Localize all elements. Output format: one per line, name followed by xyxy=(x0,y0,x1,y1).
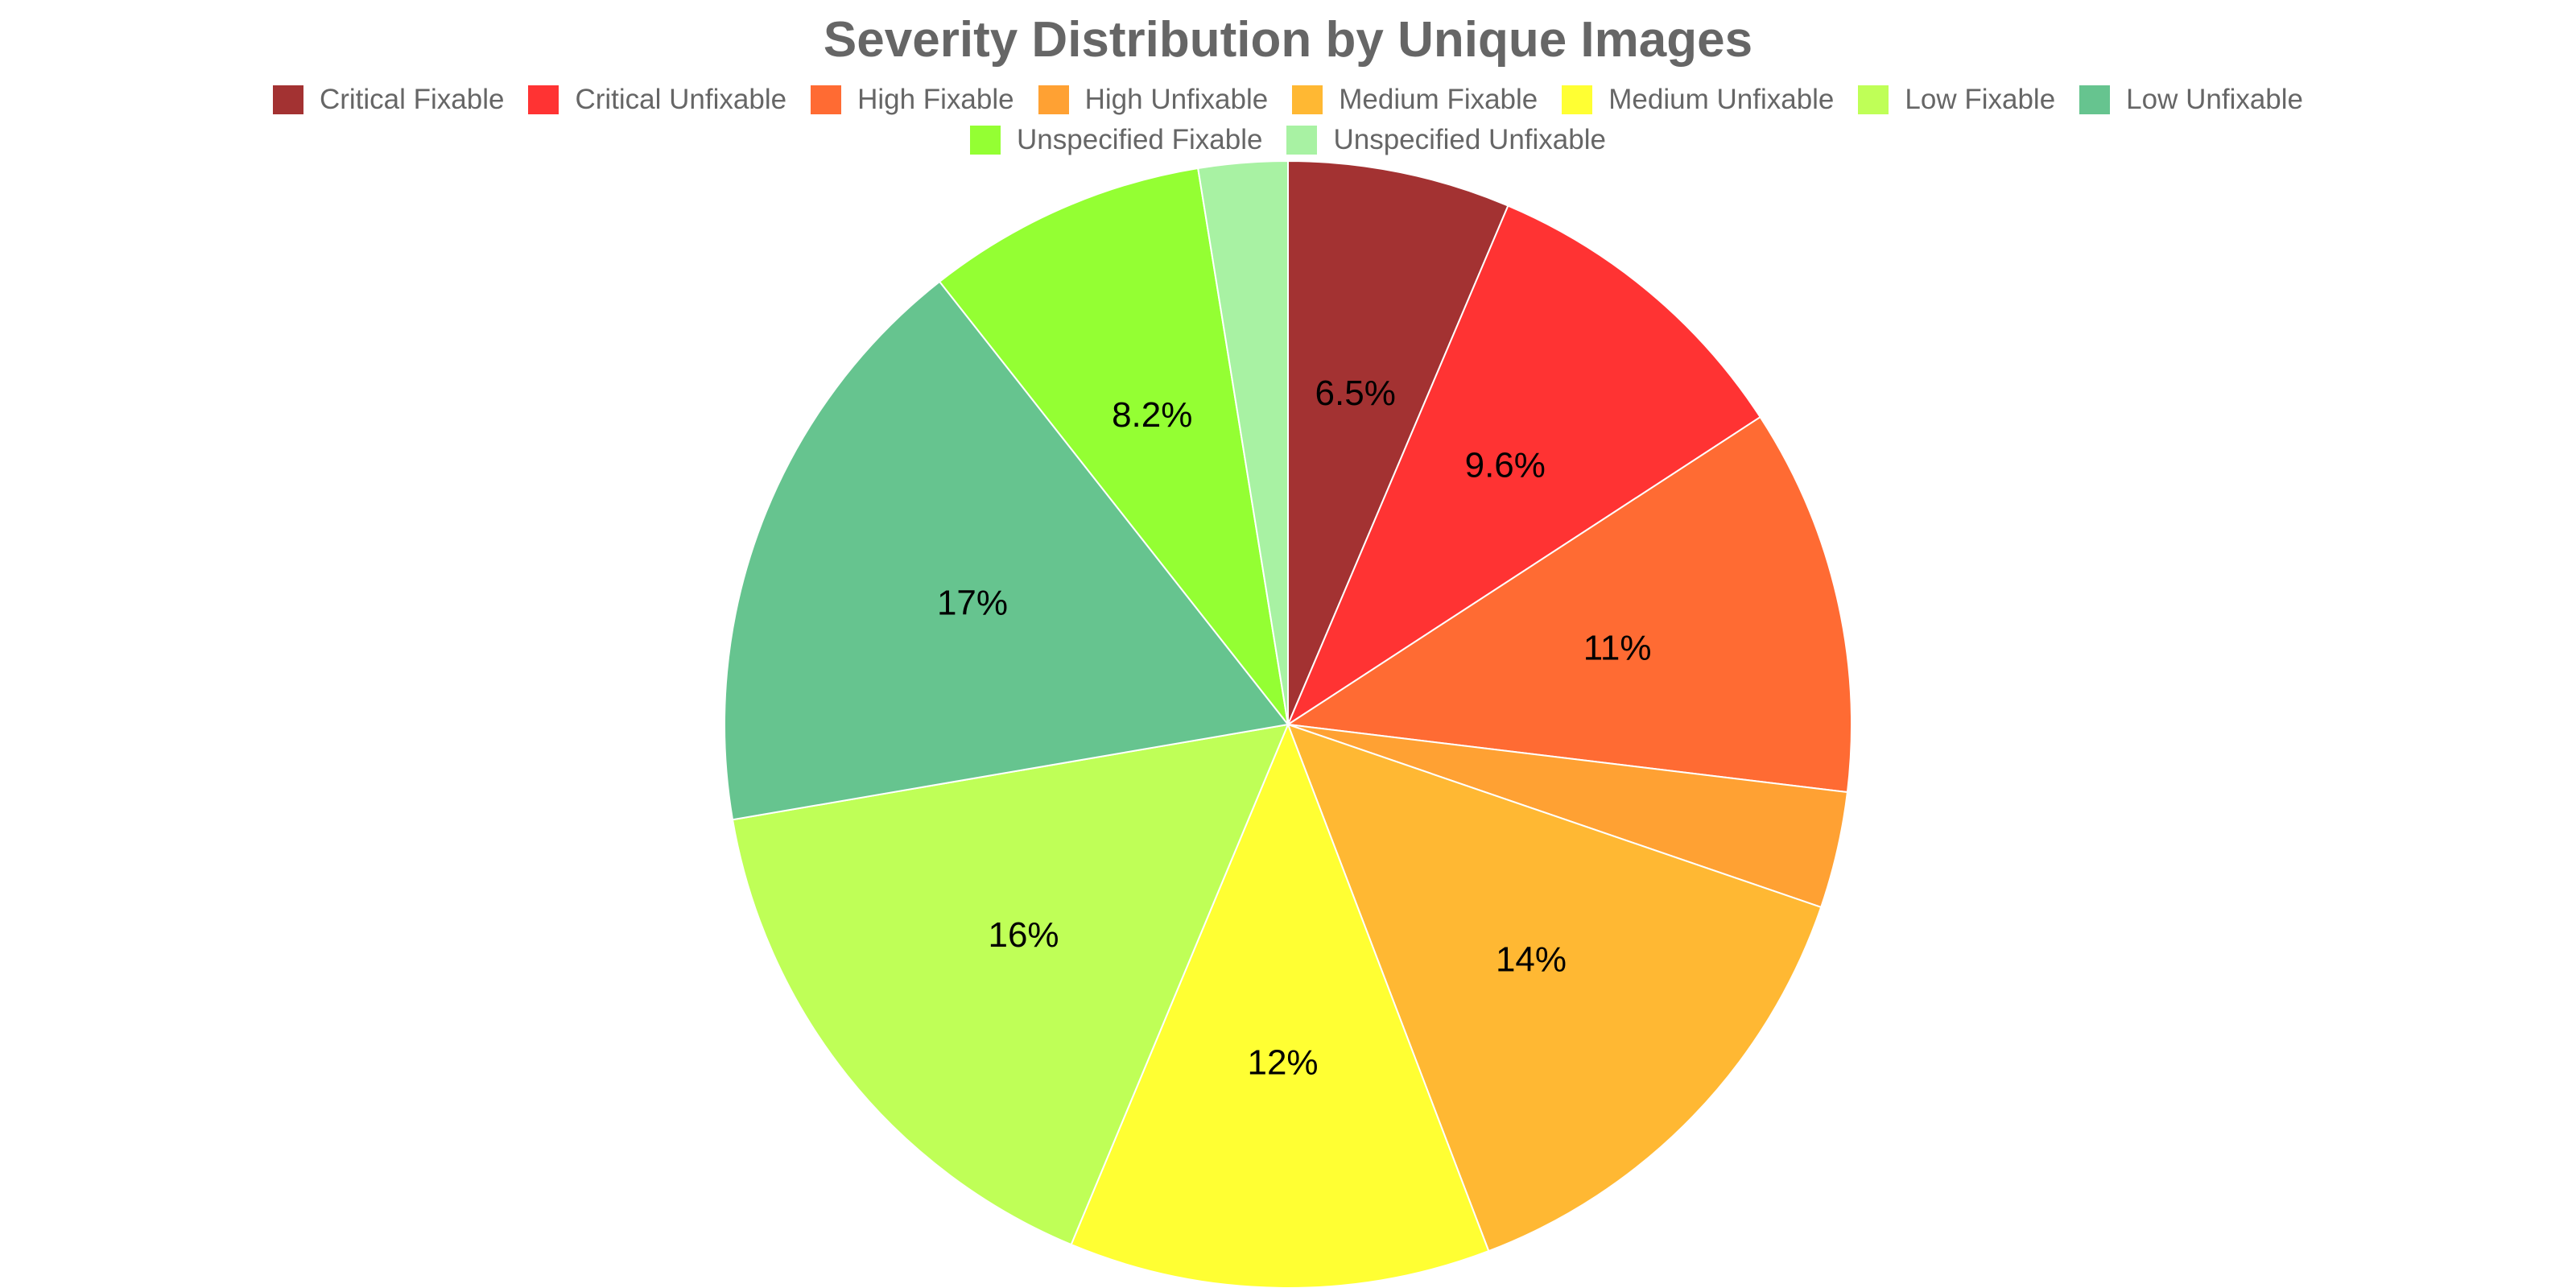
legend-label: Low Unfixable xyxy=(2126,84,2304,115)
legend-item-medium-unfixable[interactable]: Medium Unfixable xyxy=(1562,84,1834,116)
legend-label: Medium Fixable xyxy=(1339,84,1538,115)
legend-item-unspecified-unfixable[interactable]: Unspecified Unfixable xyxy=(1286,124,1606,156)
legend-item-high-fixable[interactable]: High Fixable xyxy=(811,84,1014,116)
legend-swatch xyxy=(1292,85,1323,114)
pie-slice-medium-fixable[interactable] xyxy=(1286,723,1823,1253)
legend: Critical Fixable Critical Unfixable High… xyxy=(113,84,2463,156)
pie-slice-high-fixable[interactable] xyxy=(1286,415,1853,794)
legend-label: Unspecified Unfixable xyxy=(1333,124,1606,155)
legend-label: High Fixable xyxy=(857,84,1014,115)
chart-title: Severity Distribution by Unique Images xyxy=(823,12,1753,68)
pie-slice-low-unfixable[interactable] xyxy=(724,280,1290,821)
legend-label: Unspecified Fixable xyxy=(1017,124,1263,155)
legend-item-medium-fixable[interactable]: Medium Fixable xyxy=(1292,84,1538,116)
pie-slice-low-fixable[interactable] xyxy=(731,723,1290,1246)
legend-label: Critical Fixable xyxy=(319,84,505,115)
legend-item-unspecified-fixable[interactable]: Unspecified Fixable xyxy=(970,124,1262,156)
legend-label: Medium Unfixable xyxy=(1608,84,1835,115)
legend-item-high-unfixable[interactable]: High Unfixable xyxy=(1038,84,1269,116)
legend-item-low-fixable[interactable]: Low Fixable xyxy=(1858,84,2055,116)
pie-slice-critical-unfixable[interactable] xyxy=(1286,204,1762,727)
legend-swatch xyxy=(1562,85,1593,114)
legend-item-critical-fixable[interactable]: Critical Fixable xyxy=(272,84,505,116)
legend-label: Low Fixable xyxy=(1905,84,2056,115)
legend-swatch xyxy=(811,85,842,114)
legend-swatch xyxy=(1858,85,1889,114)
legend-label: High Unfixable xyxy=(1084,84,1269,115)
legend-swatch xyxy=(970,126,1001,155)
legend-swatch xyxy=(272,85,303,114)
legend-item-low-unfixable[interactable]: Low Unfixable xyxy=(2079,84,2303,116)
legend-label: Critical Unfixable xyxy=(575,84,787,115)
pie-slice-critical-fixable[interactable] xyxy=(1287,159,1509,725)
legend-swatch xyxy=(1286,126,1318,155)
legend-swatch xyxy=(528,85,559,114)
legend-swatch xyxy=(2079,85,2111,114)
legend-swatch xyxy=(1038,85,1069,114)
pie-slice-unspecified-fixable[interactable] xyxy=(938,167,1290,728)
pie-slices xyxy=(724,159,1853,1288)
pie-slice-unspecified-unfixable[interactable] xyxy=(1197,159,1289,725)
legend-item-critical-unfixable[interactable]: Critical Unfixable xyxy=(528,84,786,116)
